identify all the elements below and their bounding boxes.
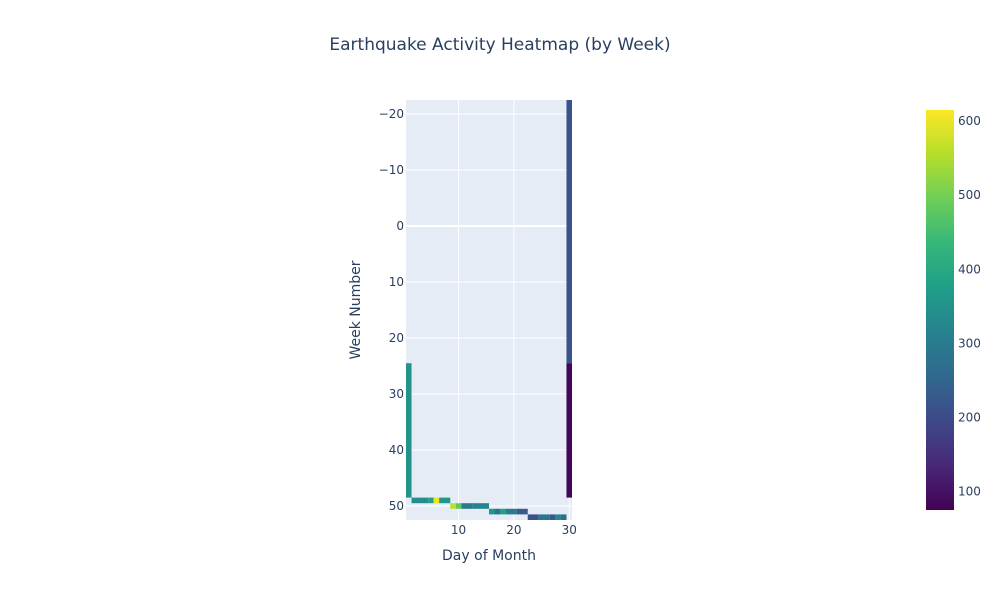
heatmap-cell — [555, 514, 561, 520]
colorbar-tick-label: 300 — [958, 336, 981, 350]
heatmap-cell — [406, 363, 412, 498]
heatmap-cell — [500, 508, 506, 515]
heatmap-cell — [428, 497, 434, 504]
heatmap-cells — [406, 100, 572, 520]
heatmap-cell — [489, 508, 495, 515]
colorbar-tick-label: 200 — [958, 410, 981, 424]
heatmap-cell — [494, 508, 501, 515]
heatmap-cell — [566, 363, 572, 498]
chart-title: Earthquake Activity Heatmap (by Week) — [329, 35, 670, 55]
colorbar — [926, 110, 954, 510]
colorbar-tick-label: 100 — [958, 484, 981, 498]
colorbar-tick-label: 500 — [958, 188, 981, 202]
colorbar-tick-label: 400 — [958, 262, 981, 276]
colorbar-tick-label: 600 — [958, 114, 981, 128]
heatmap-cell — [527, 514, 539, 520]
y-axis-title: Week Number — [348, 260, 364, 359]
heatmap-cell — [433, 497, 440, 504]
heatmap-cell — [450, 503, 456, 509]
x-tick-label: 20 — [506, 523, 521, 537]
y-tick-label: 20 — [389, 331, 404, 345]
heatmap-cell — [505, 508, 517, 515]
y-tick-label: −10 — [379, 163, 404, 177]
y-tick-label: 0 — [396, 219, 404, 233]
y-tick-label: 30 — [389, 387, 404, 401]
y-tick-label: 10 — [389, 275, 404, 289]
heatmap-cell — [560, 514, 567, 520]
x-tick-label: 10 — [451, 523, 466, 537]
colorbar-ticks: 100 200 300 400 500 600 — [958, 114, 981, 498]
heatmap-cell — [411, 497, 429, 504]
y-axis-ticks: −20 −10 0 10 20 30 40 50 — [379, 107, 404, 513]
heatmap-cell — [538, 514, 550, 520]
y-tick-label: −20 — [379, 107, 404, 121]
plot-background — [406, 100, 572, 520]
heatmap-cell — [439, 497, 451, 504]
heatmap-cell — [472, 503, 489, 509]
heatmap-cell — [455, 503, 462, 509]
heatmap-cell — [516, 508, 528, 515]
x-tick-label: 30 — [562, 523, 577, 537]
x-axis-ticks: 10 20 30 — [451, 523, 577, 537]
heatmap-cell — [566, 100, 572, 364]
y-tick-label: 40 — [389, 443, 404, 457]
y-tick-label: 50 — [389, 499, 404, 513]
heatmap-cell — [549, 514, 556, 520]
x-axis-title: Day of Month — [442, 548, 536, 564]
heatmap-cell — [461, 503, 473, 509]
